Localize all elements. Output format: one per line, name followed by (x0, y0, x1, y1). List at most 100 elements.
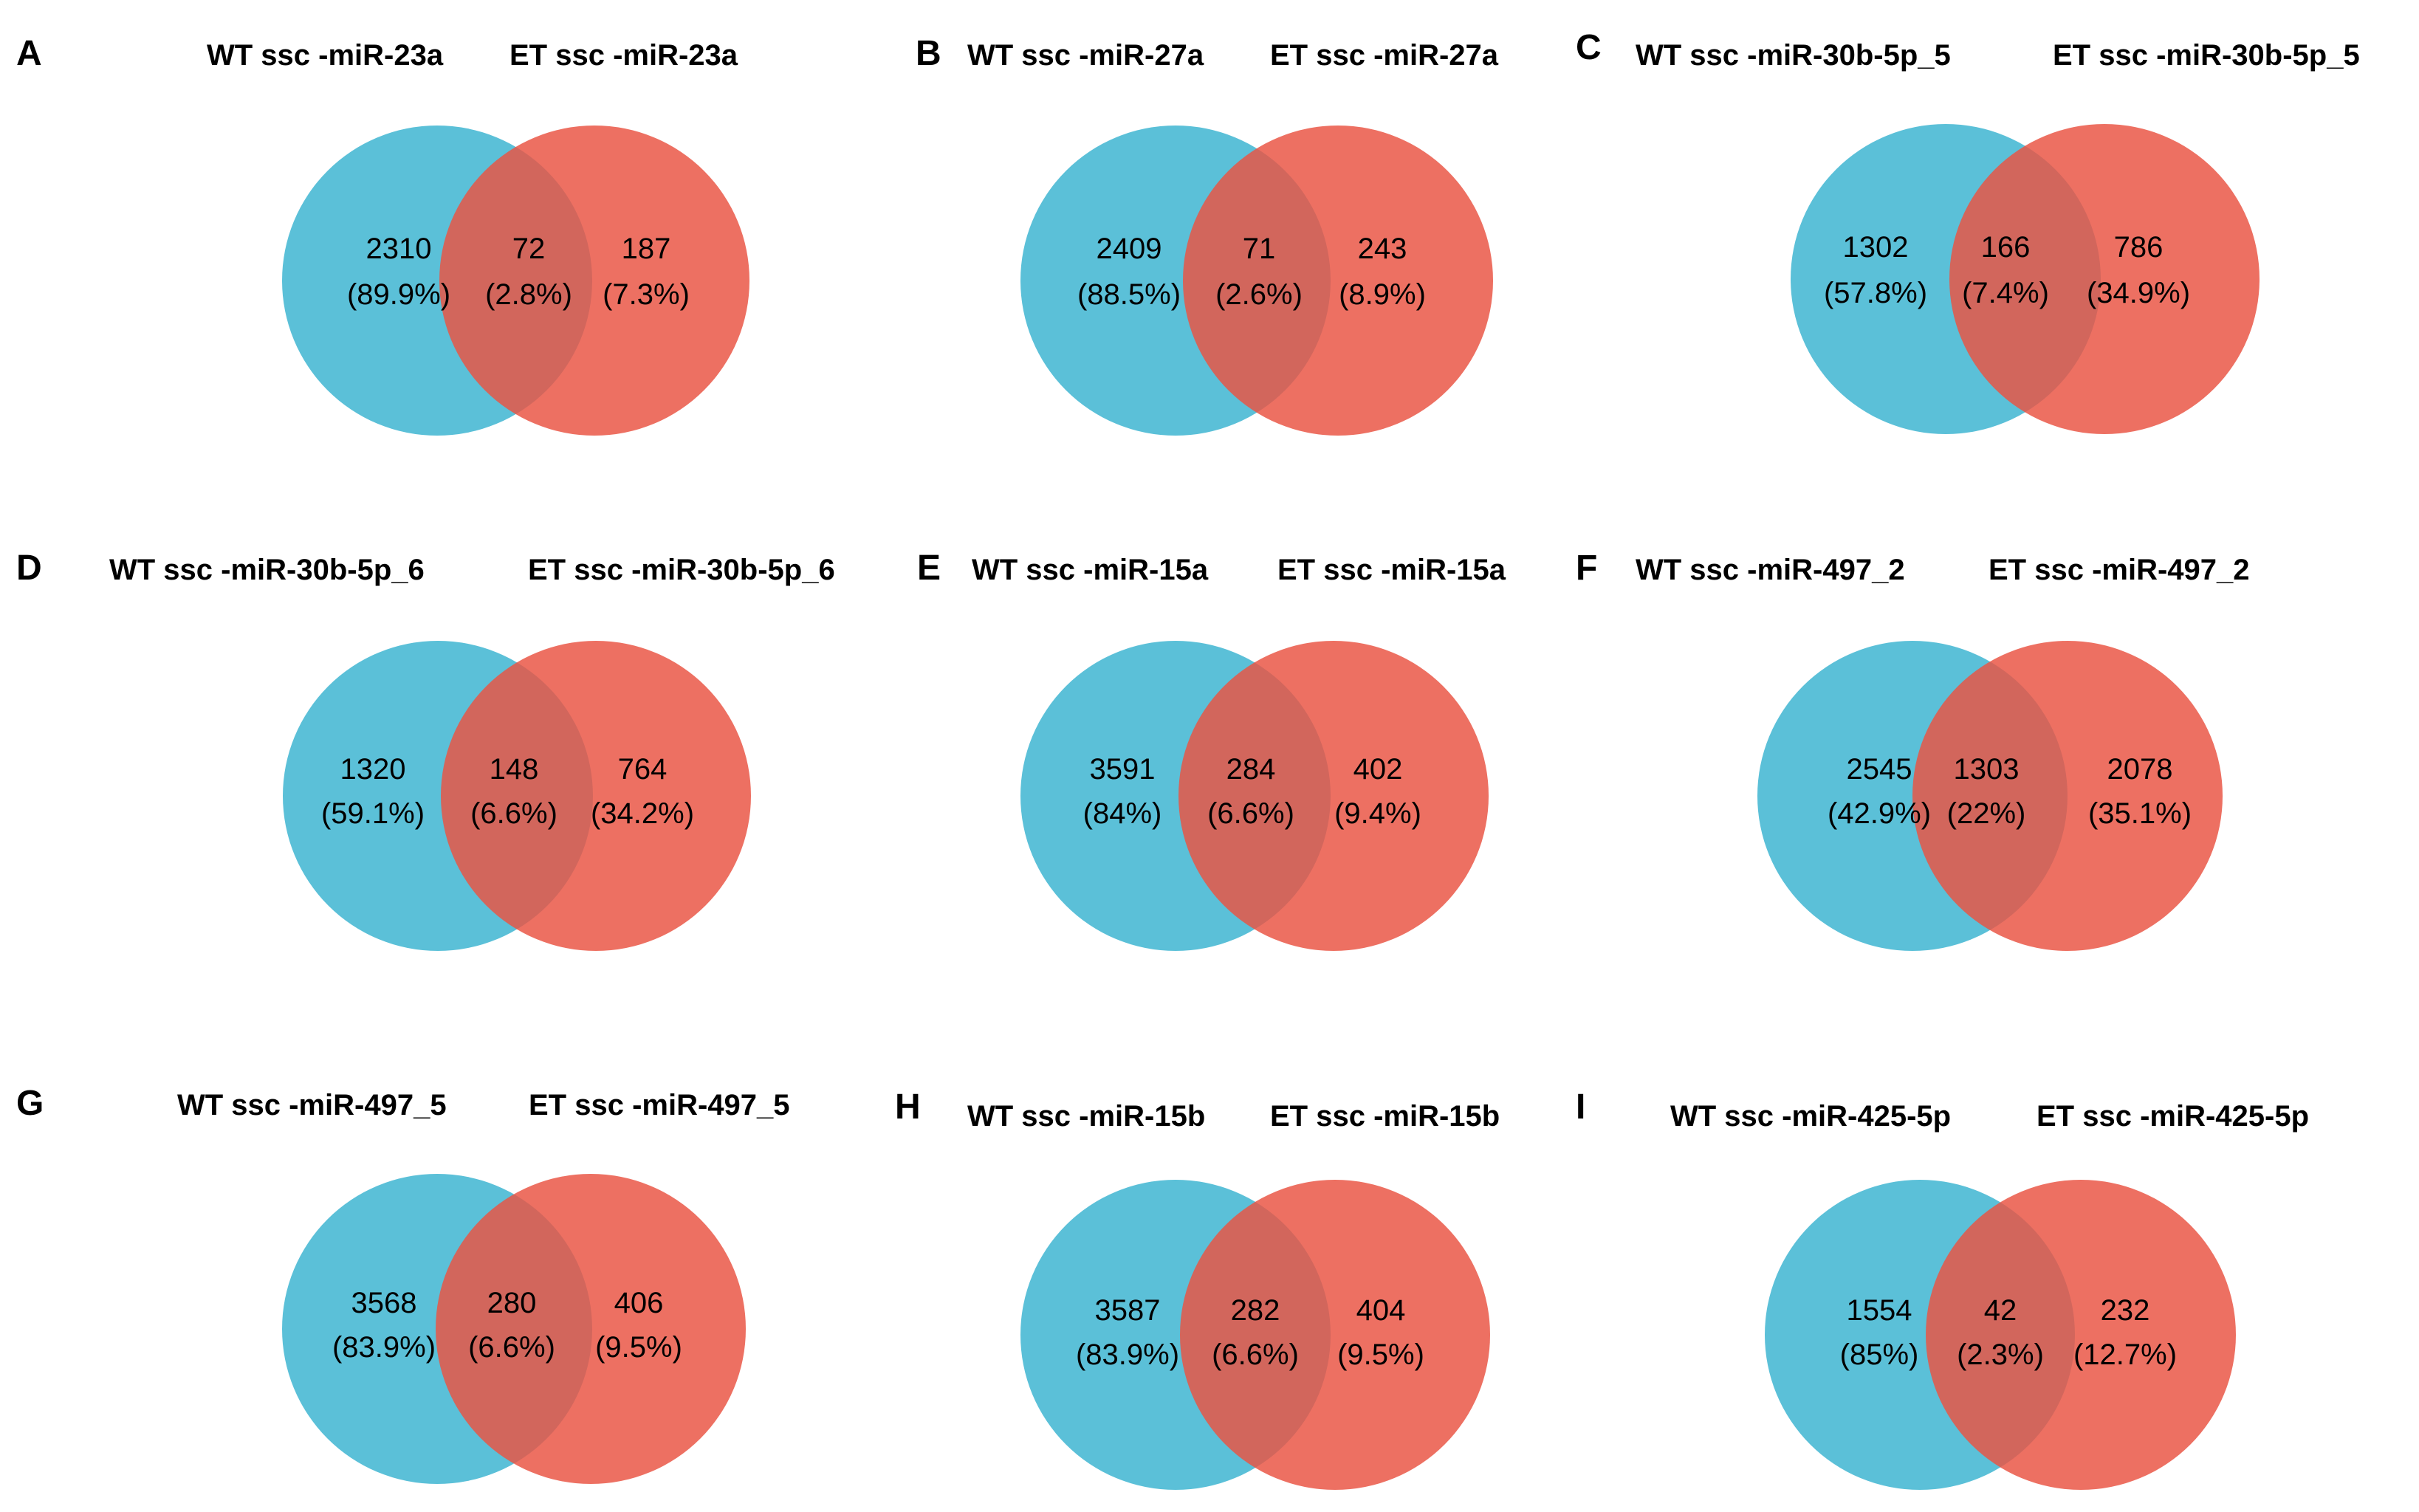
et-only-percent: (35.1%) (2088, 797, 2192, 830)
et-only-count: 402 (1353, 753, 1403, 786)
panel-letter: B (916, 34, 941, 73)
wt-only-percent: (84%) (1083, 797, 1162, 830)
panel-letter: D (16, 549, 42, 588)
panel-letter: I (1576, 1087, 1585, 1127)
venn-panel-i: I WT ssc -miR-425-5p ET ssc -miR-425-5p 155… (1576, 1087, 2309, 1490)
wt-only-count: 1302 (1843, 231, 1909, 264)
venn-panel-h: H WT ssc -miR-15b ET ssc -miR-15b 3587 (83.9… (895, 1087, 1500, 1490)
et-circle (1926, 1180, 2236, 1490)
wt-only-count: 2545 (1847, 753, 1912, 786)
et-circle (1949, 124, 2260, 434)
et-circle (1180, 1180, 1490, 1490)
et-circle (439, 126, 749, 436)
overlap-count: 166 (1981, 231, 2031, 264)
overlap-percent: (7.4%) (1962, 277, 2049, 309)
et-only-count: 2078 (2107, 753, 2173, 786)
overlap-percent: (2.3%) (1957, 1339, 2044, 1371)
wt-set-title: WT ssc -miR-15b (967, 1100, 1205, 1133)
et-set-title: ET ssc -miR-30b-5p_5 (2053, 39, 2360, 72)
overlap-percent: (6.6%) (1207, 797, 1294, 830)
et-only-percent: (34.2%) (591, 797, 694, 830)
overlap-count: 1303 (1954, 753, 2020, 786)
overlap-percent: (6.6%) (1212, 1339, 1299, 1371)
overlap-count: 282 (1231, 1294, 1280, 1327)
overlap-count: 72 (512, 233, 546, 265)
et-set-title: ET ssc -miR-15b (1270, 1100, 1500, 1133)
venn-panel-e: E WT ssc -miR-15a ET ssc -miR-15a 3591 (84%)… (917, 549, 1506, 951)
et-only-percent: (34.9%) (2087, 277, 2190, 309)
wt-set-title: WT ssc -miR-497_2 (1636, 554, 1905, 586)
et-only-count: 764 (618, 753, 668, 786)
wt-set-title: WT ssc -miR-497_5 (177, 1089, 447, 1121)
wt-only-count: 1554 (1847, 1294, 1912, 1327)
overlap-count: 71 (1243, 233, 1276, 265)
et-only-count: 243 (1358, 233, 1407, 265)
et-circle (1912, 641, 2223, 951)
venn-panel-a: A WT ssc -miR-23a ET ssc -miR-23a 2310 (89.9… (16, 34, 749, 436)
overlap-percent: (6.6%) (470, 797, 557, 830)
wt-only-percent: (59.1%) (321, 797, 425, 830)
et-set-title: ET ssc -miR-425-5p (2037, 1100, 2309, 1133)
overlap-count: 280 (487, 1287, 537, 1319)
wt-set-title: WT ssc -miR-30b-5p_6 (109, 554, 425, 586)
et-set-title: ET ssc -miR-497_5 (529, 1089, 790, 1121)
panel-letter: G (16, 1084, 44, 1123)
et-set-title: ET ssc -miR-23a (509, 39, 738, 72)
venn-panel-f: F WT ssc -miR-497_2 ET ssc -miR-497_2 2545 (… (1576, 549, 2250, 951)
wt-only-percent: (83.9%) (332, 1331, 436, 1364)
et-only-percent: (8.9%) (1339, 278, 1426, 311)
panel-letter: C (1576, 28, 1602, 67)
wt-set-title: WT ssc -miR-425-5p (1670, 1100, 1951, 1133)
wt-set-title: WT ssc -miR-27a (967, 39, 1204, 72)
venn-panel-b: B WT ssc -miR-27a ET ssc -miR-27a 2409 (88.5… (916, 34, 1499, 436)
overlap-count: 42 (1984, 1294, 2017, 1327)
venn-panel-c: C WT ssc -miR-30b-5p_5 ET ssc -miR-30b-5p_… (1576, 28, 2360, 434)
wt-set-title: WT ssc -miR-30b-5p_5 (1636, 39, 1951, 72)
et-only-count: 187 (622, 233, 671, 265)
wt-only-count: 3587 (1095, 1294, 1161, 1327)
wt-set-title: WT ssc -miR-15a (972, 554, 1209, 586)
venn-panel-d: D WT ssc -miR-30b-5p_6 ET ssc -miR-30b-5p_… (16, 549, 835, 951)
et-only-count: 404 (1356, 1294, 1406, 1327)
wt-only-percent: (89.9%) (347, 278, 450, 311)
et-circle (441, 641, 751, 951)
wt-only-count: 3591 (1090, 753, 1156, 786)
et-only-percent: (7.3%) (603, 278, 690, 311)
et-set-title: ET ssc -miR-497_2 (1989, 554, 2250, 586)
wt-only-percent: (42.9%) (1828, 797, 1931, 830)
wt-only-percent: (83.9%) (1076, 1339, 1179, 1371)
wt-only-count: 2310 (366, 233, 432, 265)
et-set-title: ET ssc -miR-15a (1277, 554, 1506, 586)
overlap-percent: (6.6%) (468, 1331, 555, 1364)
et-only-count: 232 (2101, 1294, 2150, 1327)
overlap-percent: (2.8%) (485, 278, 572, 311)
et-circle (1178, 641, 1489, 951)
wt-only-count: 2409 (1097, 233, 1162, 265)
et-circle (436, 1174, 746, 1484)
wt-only-percent: (88.5%) (1077, 278, 1181, 311)
et-only-percent: (9.5%) (595, 1331, 682, 1364)
venn-panel-g: G WT ssc -miR-497_5 ET ssc -miR-497_5 3568 (… (16, 1084, 790, 1484)
et-set-title: ET ssc -miR-27a (1270, 39, 1499, 72)
wt-set-title: WT ssc -miR-23a (207, 39, 444, 72)
et-only-count: 786 (2114, 231, 2164, 264)
et-circle (1183, 126, 1493, 436)
panel-letter: F (1576, 549, 1597, 588)
overlap-count: 148 (490, 753, 539, 786)
overlap-percent: (22%) (1947, 797, 2026, 830)
et-only-percent: (12.7%) (2073, 1339, 2177, 1371)
et-only-count: 406 (614, 1287, 664, 1319)
et-only-percent: (9.5%) (1337, 1339, 1424, 1371)
wt-only-count: 1320 (340, 753, 406, 786)
wt-only-count: 3568 (351, 1287, 417, 1319)
et-set-title: ET ssc -miR-30b-5p_6 (528, 554, 835, 586)
overlap-count: 284 (1226, 753, 1276, 786)
wt-only-percent: (57.8%) (1824, 277, 1927, 309)
wt-only-percent: (85%) (1840, 1339, 1919, 1371)
panel-letter: A (16, 34, 42, 73)
panel-letter: H (895, 1087, 921, 1127)
et-only-percent: (9.4%) (1334, 797, 1421, 830)
overlap-percent: (2.6%) (1215, 278, 1303, 311)
panel-letter: E (917, 549, 941, 588)
